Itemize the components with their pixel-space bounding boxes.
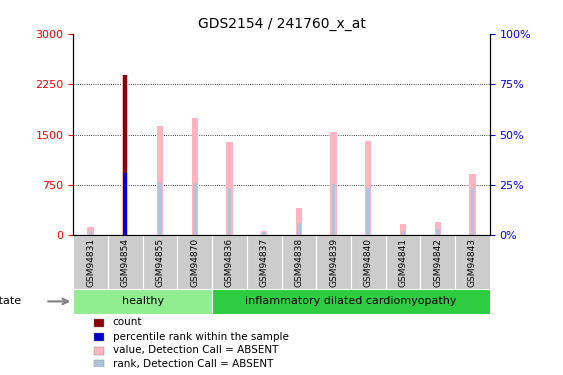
FancyBboxPatch shape — [455, 236, 490, 289]
Text: GSM94841: GSM94841 — [399, 238, 408, 287]
Bar — [123, 75, 127, 236]
Bar — [297, 223, 301, 236]
Text: GSM94836: GSM94836 — [225, 238, 234, 287]
Text: count: count — [113, 317, 142, 327]
Bar — [436, 229, 440, 236]
Bar — [94, 360, 105, 368]
Bar — [89, 231, 92, 236]
Text: GSM94870: GSM94870 — [190, 238, 199, 287]
Text: disease state: disease state — [0, 296, 21, 306]
FancyBboxPatch shape — [177, 236, 212, 289]
Text: GSM94837: GSM94837 — [260, 238, 269, 287]
Bar — [191, 118, 198, 236]
FancyBboxPatch shape — [386, 236, 421, 289]
Bar — [193, 183, 196, 236]
Bar — [471, 188, 474, 236]
Text: GSM94840: GSM94840 — [364, 238, 373, 287]
FancyBboxPatch shape — [73, 289, 212, 314]
Bar — [400, 224, 406, 236]
Bar — [157, 126, 163, 236]
Text: value, Detection Call = ABSENT: value, Detection Call = ABSENT — [113, 345, 278, 355]
Text: percentile rank within the sample: percentile rank within the sample — [113, 332, 289, 342]
FancyBboxPatch shape — [212, 289, 490, 314]
FancyBboxPatch shape — [351, 236, 386, 289]
FancyBboxPatch shape — [421, 236, 455, 289]
Bar — [122, 75, 128, 236]
FancyBboxPatch shape — [73, 236, 108, 289]
FancyBboxPatch shape — [316, 236, 351, 289]
Bar — [87, 227, 93, 236]
FancyBboxPatch shape — [142, 236, 177, 289]
Text: GSM94842: GSM94842 — [434, 238, 442, 286]
Bar — [123, 173, 127, 236]
Bar — [330, 132, 337, 236]
Bar — [367, 188, 370, 236]
Text: GSM94831: GSM94831 — [86, 238, 95, 287]
FancyBboxPatch shape — [282, 236, 316, 289]
Text: GSM94855: GSM94855 — [155, 238, 164, 287]
FancyBboxPatch shape — [212, 236, 247, 289]
Text: inflammatory dilated cardiomyopathy: inflammatory dilated cardiomyopathy — [245, 296, 457, 306]
FancyBboxPatch shape — [247, 236, 282, 289]
Text: GSM94838: GSM94838 — [294, 238, 303, 287]
Bar — [227, 188, 231, 236]
Bar — [94, 346, 105, 355]
Bar — [401, 231, 405, 236]
Bar — [226, 142, 233, 236]
Text: GSM94843: GSM94843 — [468, 238, 477, 287]
Text: GSM94854: GSM94854 — [121, 238, 129, 287]
Bar — [262, 232, 266, 236]
FancyBboxPatch shape — [108, 236, 142, 289]
Text: GSM94839: GSM94839 — [329, 238, 338, 287]
Bar — [261, 231, 267, 236]
Text: healthy: healthy — [122, 296, 164, 306]
Bar — [123, 173, 127, 236]
Bar — [365, 141, 372, 236]
Bar — [435, 222, 441, 236]
Title: GDS2154 / 241760_x_at: GDS2154 / 241760_x_at — [198, 17, 365, 32]
Bar — [94, 333, 105, 342]
Bar — [470, 174, 476, 236]
Bar — [296, 209, 302, 236]
Bar — [332, 184, 336, 236]
Bar — [158, 183, 162, 236]
Bar — [94, 319, 105, 327]
Text: rank, Detection Call = ABSENT: rank, Detection Call = ABSENT — [113, 359, 273, 369]
